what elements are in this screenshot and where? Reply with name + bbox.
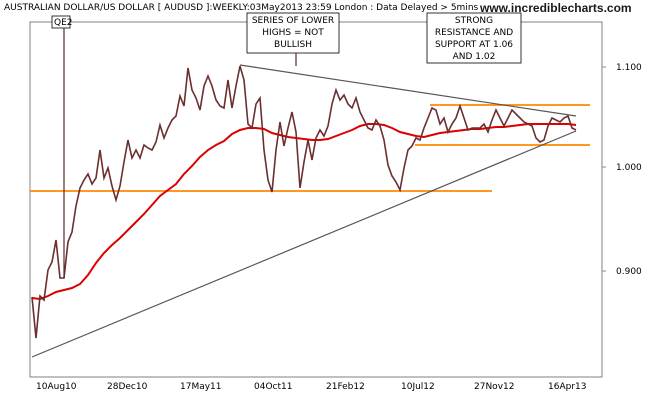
y-tick-label: 1.100 [616,63,642,73]
x-tick-label: 04Oct11 [254,382,292,392]
annotation-strong-resistance: STRONG RESISTANCE AND SUPPORT AT 1.06 AN… [426,12,522,64]
x-tick-label: 17May11 [180,382,222,392]
y-tick-label: 1.000 [616,163,642,173]
x-tick-label: 28Dec10 [107,382,148,392]
annotation-text: HIGHS = NOT [262,28,324,38]
descending-trendline [239,64,577,117]
annotation-qe2-label: QE2 [54,18,73,28]
annotation-text: SUPPORT AT 1.06 [435,40,513,50]
annotation-text: STRONG [455,16,493,26]
x-tick-label: 10Jul12 [401,382,435,392]
ascending-trendline [31,130,577,358]
annotation-text: RESISTANCE AND [435,28,513,38]
x-tick-label: 10Aug10 [36,382,77,392]
x-axis: 10Aug10 28Dec10 17May11 04Oct11 21Feb12 … [36,382,586,392]
annotation-qe2: QE2 [51,15,73,278]
x-tick-label: 27Nov12 [474,382,514,392]
y-tick-label: 0.900 [616,267,642,277]
trendlines [31,64,577,358]
x-tick-label: 21Feb12 [326,382,365,392]
x-tick-label: 16Apr13 [548,382,586,392]
annotation-lower-highs: SERIES OF LOWER HIGHS = NOT BULLISH [246,12,340,66]
annotation-text: BULLISH [274,40,312,50]
support-resistance-levels [30,104,590,192]
y-axis: 1.100 1.000 0.900 [602,63,642,277]
price-line [31,65,577,339]
annotation-text: SERIES OF LOWER [252,16,334,26]
annotation-text: AND 1.02 [453,52,496,62]
chart-title: AUSTRALIAN DOLLAR/US DOLLAR [ AUDUSD ]:W… [4,3,479,13]
site-url: www.incrediblecharts.com [479,1,632,15]
